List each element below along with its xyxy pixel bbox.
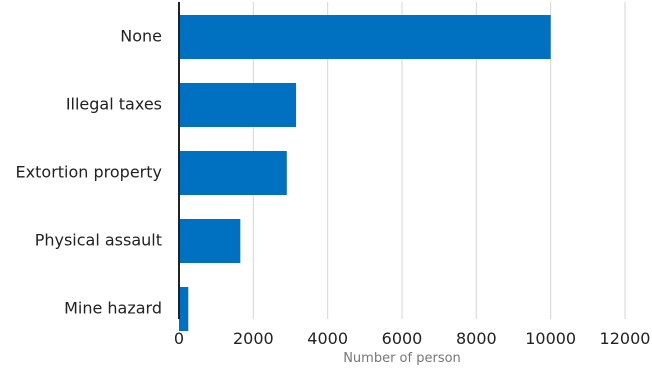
bar-3 bbox=[179, 219, 241, 263]
bar-2 bbox=[179, 151, 287, 195]
category-label-2: Extortion property bbox=[16, 163, 162, 182]
x-tick-label-6: 12000 bbox=[600, 329, 651, 348]
bar-1 bbox=[179, 83, 297, 127]
x-tick-label-2: 4000 bbox=[307, 329, 348, 348]
bar-4 bbox=[179, 287, 189, 331]
x-tick-label-3: 6000 bbox=[382, 329, 423, 348]
x-tick-label-0: 0 bbox=[174, 329, 184, 348]
category-label-1: Illegal taxes bbox=[66, 95, 162, 114]
x-tick-label-5: 10000 bbox=[525, 329, 576, 348]
category-label-0: None bbox=[120, 27, 162, 46]
x-tick-labels: 0 2000 4000 6000 8000 10000 12000 bbox=[174, 329, 651, 348]
category-label-3: Physical assault bbox=[35, 231, 162, 250]
x-tick-label-4: 8000 bbox=[456, 329, 497, 348]
bars bbox=[179, 15, 551, 331]
x-tick-label-1: 2000 bbox=[233, 329, 274, 348]
category-label-4: Mine hazard bbox=[64, 299, 162, 318]
bar-0 bbox=[179, 15, 551, 59]
x-axis-title: Number of person bbox=[343, 351, 461, 366]
category-labels: None Illegal taxes Extortion property Physi… bbox=[16, 27, 162, 318]
